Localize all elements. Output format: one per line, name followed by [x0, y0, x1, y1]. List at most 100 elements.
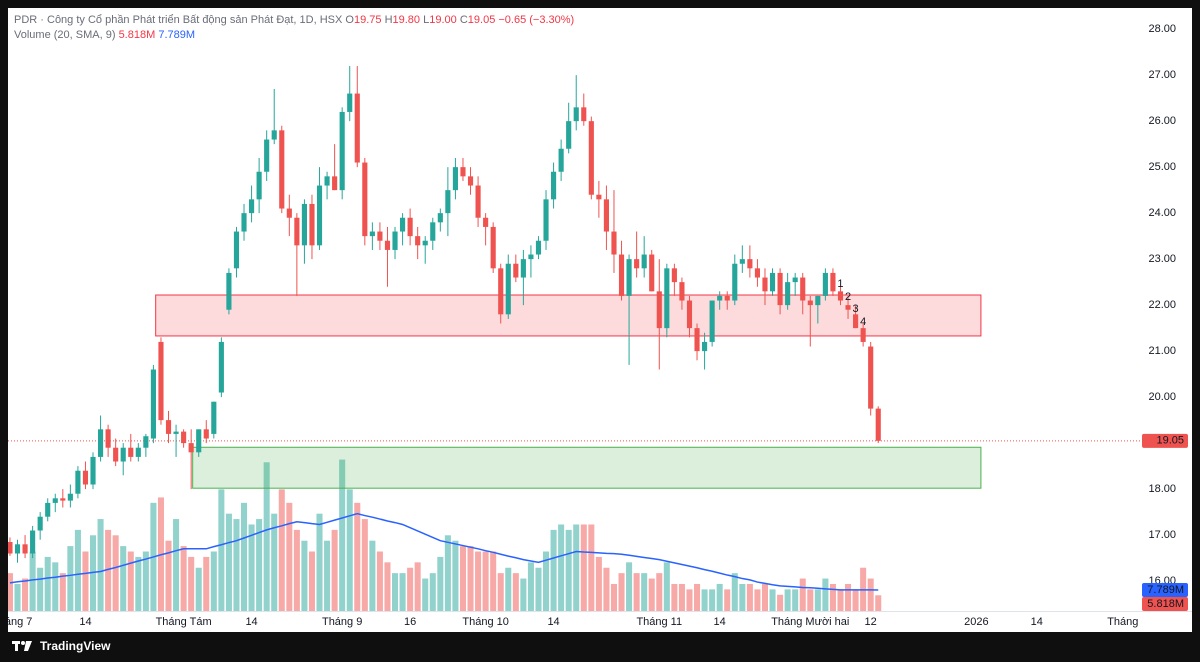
volume-bar — [867, 578, 874, 611]
candle-body — [724, 295, 730, 301]
price-zone — [155, 294, 982, 337]
volume-bar — [573, 524, 580, 611]
x-tick-label: Tháng 7 — [0, 616, 32, 628]
candle-body — [203, 429, 209, 439]
candle-body — [853, 314, 859, 329]
x-tick-label: Tháng 9 — [322, 616, 362, 628]
candle-body — [520, 259, 526, 278]
candle-body — [256, 171, 262, 200]
volume-bar — [777, 594, 784, 611]
candle-body — [158, 341, 164, 421]
ohlc-key: C — [459, 14, 468, 26]
volume-bar — [82, 551, 89, 611]
y-tick-label: 17.00 — [1148, 529, 1176, 541]
candle-body — [37, 516, 43, 531]
volume-bar — [331, 529, 338, 611]
volume-bar — [361, 519, 368, 611]
volume-bar — [22, 578, 29, 611]
candle-body — [822, 272, 828, 296]
volume-bar — [271, 513, 278, 611]
volume-bar — [731, 573, 738, 611]
volume-bar — [399, 573, 406, 611]
time-axis: Tháng 7 14 Tháng Tám 14 Tháng 9 16 Tháng 10 14 T… — [0, 616, 1147, 628]
candle-body — [777, 272, 783, 306]
volume-bar — [595, 556, 602, 611]
chart-background — [8, 8, 1192, 632]
candle-body — [294, 217, 300, 246]
candle-body — [709, 300, 715, 342]
y-tick-label: 27.00 — [1148, 69, 1176, 81]
candle-body — [528, 254, 534, 260]
candle-body — [301, 203, 307, 246]
candle-body — [626, 259, 632, 296]
annotation: 1 — [837, 278, 843, 290]
volume-bar — [210, 551, 217, 611]
volume-bar — [308, 551, 315, 611]
volume-bar — [467, 546, 474, 611]
x-tick-label: Tháng 1 — [1107, 616, 1147, 628]
ohlc-key: O — [345, 14, 354, 26]
x-tick-label: 14 — [547, 616, 559, 628]
candle-body — [30, 530, 36, 554]
candle-body — [830, 272, 836, 292]
volume-bar — [256, 519, 263, 611]
candle-body — [641, 254, 647, 269]
volume-bar — [376, 551, 383, 611]
volume-bar — [165, 540, 172, 611]
y-tick-label: 26.00 — [1148, 115, 1176, 127]
candle-body — [188, 443, 194, 453]
volume-bar — [248, 524, 255, 611]
x-tick-label: Tháng Mười hai — [771, 616, 849, 628]
y-tick-label: 28.00 — [1148, 23, 1176, 35]
candle-body — [75, 470, 81, 494]
volume-bar — [135, 556, 142, 611]
volume-bar — [550, 529, 557, 611]
volume-bar — [429, 573, 436, 611]
volume-bar — [173, 519, 180, 611]
volume-bar — [814, 589, 821, 611]
candle-body — [437, 213, 443, 223]
candle-body — [369, 231, 375, 237]
candle-body — [815, 295, 821, 306]
candle-body — [392, 231, 398, 250]
change: −0.65 (−3.30%) — [498, 14, 575, 26]
candle-body — [800, 277, 806, 301]
last-price-label: 19.05 — [1156, 435, 1184, 447]
candle-body — [67, 493, 73, 501]
volume-bar — [452, 540, 459, 611]
candle-body — [792, 277, 798, 283]
volume-bar — [459, 546, 466, 611]
candle-body — [82, 470, 89, 485]
candle-body — [558, 148, 564, 172]
volume-bar — [588, 524, 595, 611]
candle-body — [309, 203, 315, 246]
candle-body — [90, 456, 96, 485]
volume-bar — [686, 589, 693, 611]
brand-name: TradingView — [40, 639, 111, 653]
candle-body — [483, 217, 489, 227]
volume-bar — [44, 556, 51, 611]
candle-body — [649, 254, 655, 292]
candle-body — [611, 231, 617, 255]
x-tick-label: Tháng 10 — [462, 616, 508, 628]
candle-body — [407, 217, 413, 237]
volume-bar — [316, 513, 323, 611]
candle-body — [762, 277, 768, 292]
candle-body — [785, 282, 791, 306]
candle-body — [445, 190, 451, 214]
volume-value: 5.818M — [118, 29, 156, 41]
volume-bar — [112, 535, 119, 611]
x-tick-label: 12 — [865, 616, 877, 628]
volume-bar — [807, 589, 814, 611]
candle-body — [196, 429, 202, 453]
volume-bar — [784, 589, 791, 611]
candle-body — [415, 236, 421, 246]
volume-bar — [822, 578, 829, 611]
candle-body — [581, 107, 587, 122]
volume-bar — [610, 583, 617, 611]
candle-body — [837, 291, 844, 301]
y-tick-label: 25.00 — [1148, 161, 1176, 173]
volume-bar — [497, 573, 504, 611]
